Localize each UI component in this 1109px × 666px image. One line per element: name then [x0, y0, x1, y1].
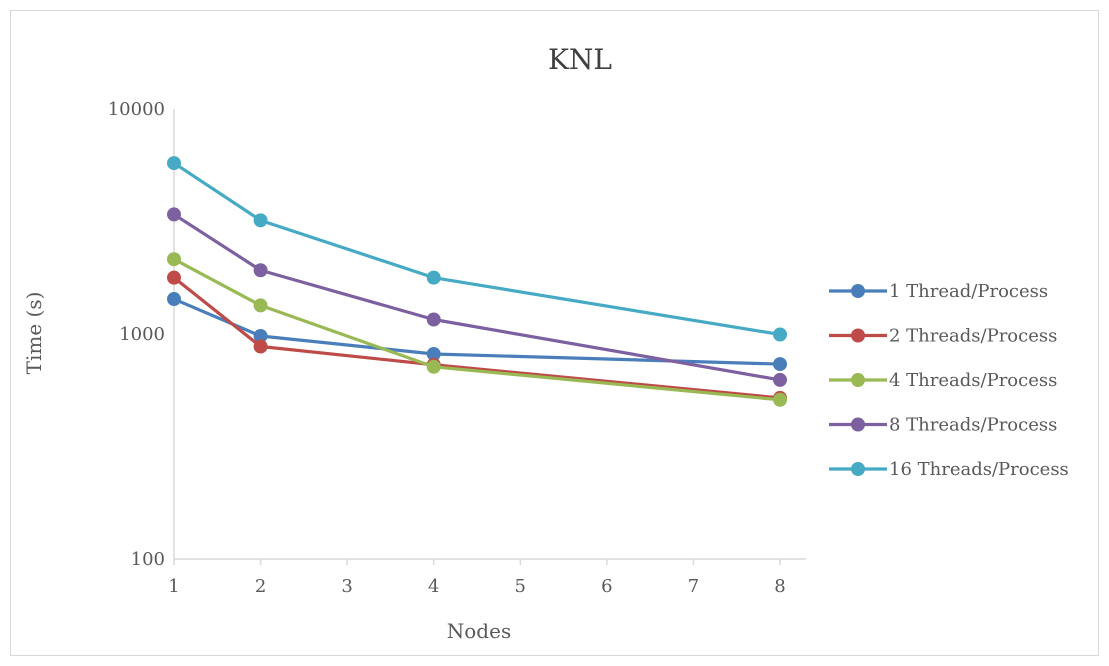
legend-item: 8 Threads/Process	[829, 415, 1057, 436]
series-4	[167, 207, 787, 387]
series-layer	[167, 156, 787, 407]
x-tick-label: 5	[515, 576, 526, 597]
legend-swatch-marker	[851, 417, 865, 432]
x-tick-label: 8	[774, 576, 785, 597]
y-tick-label: 100	[131, 549, 165, 570]
legend-swatch-marker	[851, 328, 865, 343]
data-point	[773, 392, 787, 407]
data-point	[253, 339, 268, 354]
data-point	[426, 359, 441, 374]
x-tick-label: 6	[601, 576, 612, 597]
data-point	[253, 298, 268, 313]
series-line	[173, 276, 781, 400]
legend-item: 2 Threads/Process	[829, 326, 1057, 347]
data-point	[773, 357, 787, 372]
x-tick-label: 1	[168, 576, 179, 597]
legend-label: 2 Threads/Process	[889, 326, 1057, 347]
series-line	[173, 297, 781, 366]
y-tick-label: 10000	[108, 99, 165, 120]
legend-label: 16 Threads/Process	[889, 459, 1069, 480]
y-tick-label: 1000	[119, 324, 165, 345]
series-1	[167, 292, 787, 372]
data-point	[426, 312, 441, 327]
data-point	[773, 327, 787, 342]
series-line	[173, 257, 781, 402]
x-tick-label: 2	[255, 576, 266, 597]
x-tick-label: 7	[688, 576, 699, 597]
legend-label: 4 Threads/Process	[889, 370, 1057, 391]
data-point	[773, 372, 787, 387]
x-tick-label: 3	[341, 576, 352, 597]
chart-title: KNL	[548, 43, 612, 76]
series-3	[167, 252, 787, 407]
data-point	[167, 156, 181, 171]
legend-swatch-marker	[851, 284, 865, 298]
series-5	[167, 156, 787, 342]
data-point	[167, 207, 181, 222]
data-point	[426, 270, 441, 285]
legend-swatch-marker	[851, 462, 865, 476]
series-line	[173, 161, 781, 337]
data-point	[167, 270, 181, 285]
data-point	[167, 292, 181, 307]
x-axis-title: Nodes	[447, 619, 511, 643]
data-point	[253, 263, 268, 278]
data-point	[426, 346, 441, 361]
axes: 100 1000 10000 1 2 3 4 5 6 7 8	[108, 99, 806, 597]
legend-item: 1 Thread/Process	[829, 281, 1048, 302]
legend-item: 16 Threads/Process	[829, 459, 1069, 480]
data-point	[167, 252, 181, 267]
legend-label: 1 Thread/Process	[889, 281, 1048, 302]
series-line	[173, 213, 781, 382]
legend-item: 4 Threads/Process	[829, 370, 1057, 391]
data-point	[253, 213, 268, 228]
legend: 1 Thread/Process 2 Threads/Process 4 Threa…	[829, 281, 1069, 480]
legend-swatch-marker	[851, 373, 865, 387]
x-tick-label: 4	[428, 576, 439, 597]
chart-frame: KNL 100 1000 10000 1 2 3 4 5 6 7 8 Time (s) Nodes …	[10, 10, 1099, 656]
data-point	[253, 328, 268, 343]
legend-label: 8 Threads/Process	[889, 415, 1057, 436]
y-axis-title: Time (s)	[22, 292, 46, 375]
